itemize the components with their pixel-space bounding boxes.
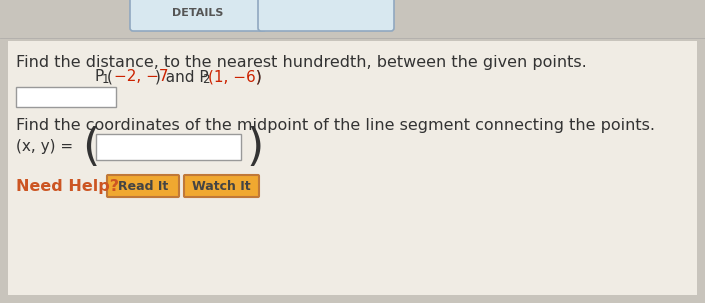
Text: 2: 2 xyxy=(202,73,210,86)
Text: DETAILS: DETAILS xyxy=(172,8,223,18)
Text: ): ) xyxy=(246,125,263,168)
FancyBboxPatch shape xyxy=(258,0,394,31)
Text: P: P xyxy=(95,69,104,84)
Text: (x, y) =: (x, y) = xyxy=(16,139,78,155)
Text: Find the distance, to the nearest hundredth, between the given points.: Find the distance, to the nearest hundre… xyxy=(16,55,587,70)
Text: (: ( xyxy=(107,69,113,84)
Text: (1, −6): (1, −6) xyxy=(208,69,262,84)
FancyBboxPatch shape xyxy=(184,175,259,197)
FancyBboxPatch shape xyxy=(130,0,266,31)
Text: −2, −7: −2, −7 xyxy=(114,69,168,84)
Text: (: ( xyxy=(82,125,99,168)
Text: Need Help?: Need Help? xyxy=(16,178,119,194)
FancyBboxPatch shape xyxy=(16,87,116,107)
Text: Find the coordinates of the midpoint of the line segment connecting the points.: Find the coordinates of the midpoint of … xyxy=(16,118,655,133)
Text: 1: 1 xyxy=(102,73,109,86)
Text: ) and P: ) and P xyxy=(155,69,209,84)
Text: Read It: Read It xyxy=(118,179,168,192)
Bar xyxy=(8,41,697,295)
FancyBboxPatch shape xyxy=(107,175,179,197)
Text: ): ) xyxy=(256,69,262,84)
FancyBboxPatch shape xyxy=(96,134,241,160)
Text: Watch It: Watch It xyxy=(192,179,250,192)
